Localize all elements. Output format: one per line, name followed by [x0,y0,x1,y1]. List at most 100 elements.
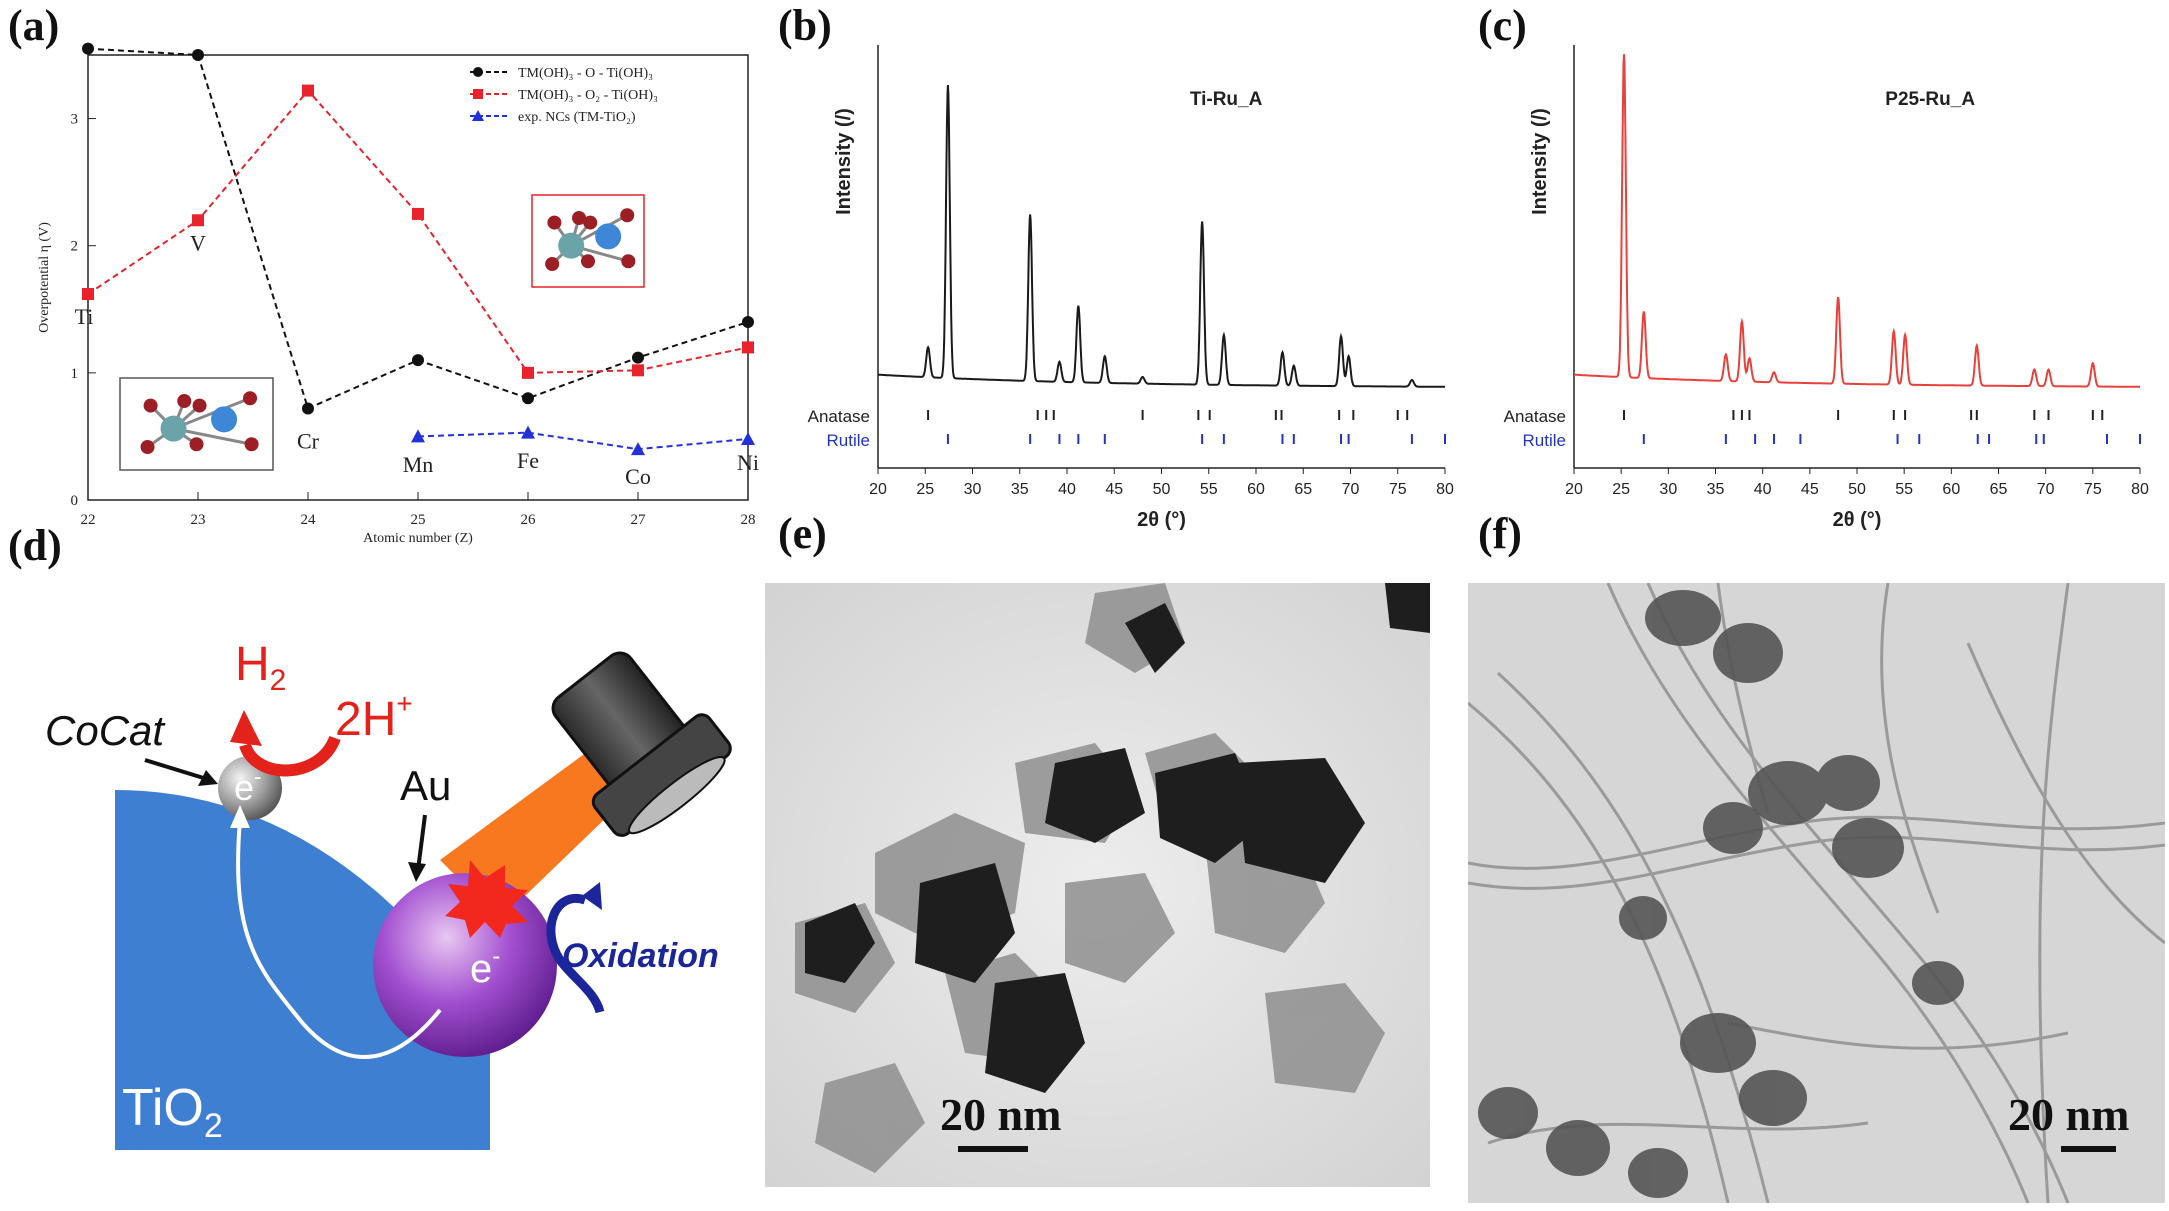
element-label: V [190,230,206,255]
au-pointer [416,814,427,871]
element-label: Ni [737,450,759,475]
x-tick-label-a: 26 [521,512,537,528]
panel-label-c: (c) [1478,1,1527,50]
x-tick-label-a: 23 [191,512,206,528]
x-axis-label-c: 2θ (°) [1833,509,1882,531]
data-point-a [412,207,424,220]
y-axis-label-b: Intensity (/) [833,108,855,215]
tio2-label: TiO2 [122,1079,223,1145]
x-tick-label-b: 65 [1294,481,1312,498]
legend-marker-a [473,89,483,99]
y-tick-label-a: 2 [71,239,79,255]
data-point-a [411,429,425,443]
x-axis-label-a: Atomic number (Z) [363,531,473,546]
y-tick-label-a: 3 [71,112,79,128]
x-tick-label-a: 25 [411,512,426,528]
photocatalysis-schematic: H2 2H+ CoCat Au e- e- Oxidation TiO2 [45,638,732,1150]
data-point-a [521,425,535,439]
legend-label-a: TM(OH)₃ - O - Ti(OH)₃ [518,66,653,81]
x-tick-label-c: 35 [1707,481,1725,498]
x-tick-label-b: 25 [916,481,934,498]
x-tick-label-b: 80 [1436,481,1454,498]
oxygen-atom [140,440,155,454]
x-tick-label-c: 75 [2084,481,2102,498]
x-tick-label-c: 65 [1990,481,2008,498]
x-tick-label-b: 45 [1105,481,1123,498]
y-axis-label-c: Intensity (/) [1529,108,1551,215]
x-tick-label-b: 70 [1342,481,1360,498]
x-tick-label-b: 35 [1011,481,1029,498]
metal-atom [211,406,238,433]
metal-atom [160,415,187,442]
element-label: Ti [75,304,94,329]
oxygen-atom [192,398,207,413]
oxygen-atom [581,254,595,269]
oxygen-atom [143,398,158,413]
data-point-a [412,354,424,367]
chart-c: 20 25 30 35 40 45 50 55 60 65 70 75 80 2θ (°) Intensit… [1504,45,2149,531]
molecule-bond [172,396,251,430]
element-label: Cr [297,428,320,453]
x-tick-label-b: 55 [1200,481,1218,498]
x-tick-label-c: 70 [2037,481,2055,498]
x-tick-label-c: 55 [1895,481,1913,498]
h2-label: H2 [235,638,286,697]
y-axis-label-a: Overpotential η (V) [37,222,52,333]
y-tick-label-a: 0 [71,493,79,509]
oxygen-atom [620,208,635,223]
data-point-a [302,402,314,415]
element-label: Fe [517,448,539,473]
electron-path-arrowhead [230,805,250,828]
x-tick-label-b: 50 [1153,481,1171,498]
xrd-pattern-b [878,85,1445,388]
anatase-label-c: Anatase [1504,407,1566,426]
x-tick-label-b: 20 [869,481,887,498]
rutile-label-c: Rutile [1523,431,1566,450]
rutile-label-b: Rutile [827,431,870,450]
molecule-bond [173,427,252,446]
x-tick-label-c: 25 [1612,481,1630,498]
chart-b: 20 25 30 35 40 45 50 55 60 65 70 75 80 2θ (°) Intensit… [808,45,1454,531]
legend-marker-a [472,110,484,121]
tem-image-f: 20 nm [1468,583,2165,1203]
data-point-a [631,442,645,456]
x-tick-label-b: 30 [964,481,982,498]
oxygen-atom [572,211,587,225]
panel-label-e: (e) [778,509,827,558]
tem-nanotubes-f [1468,583,2165,1203]
light-beam [440,735,640,920]
oxygen-atom [547,215,562,230]
legend-label-a: TM(OH)₃ - O₂ - Ti(OH)₃ [518,88,658,103]
oxygen-atom [621,254,636,269]
x-tick-label-c: 20 [1565,481,1583,498]
oxidation-arrow [546,893,605,1014]
chart-title-b: Ti-Ru_A [1190,89,1263,110]
series-line-a-1 [87,89,749,374]
data-point-a [302,84,314,97]
tem-particles-e [765,583,1430,1187]
scale-bar-e [958,1146,1028,1152]
data-point-a [742,341,754,354]
oxygen-atom [583,215,598,230]
data-point-a [82,42,94,55]
element-label: Co [625,464,651,489]
data-point-a [632,351,644,364]
data-point-a [741,431,755,445]
data-point-a [522,366,534,379]
legend-label-a: exp. NCs (TM-TiO₂) [518,110,636,125]
x-tick-label-c: 80 [2131,481,2149,498]
x-tick-label-a: 22 [81,512,96,528]
x-tick-label-b: 75 [1389,481,1407,498]
panel-label-d: (d) [8,521,62,570]
xrd-pattern-c [1574,54,2140,388]
panel-label-b: (b) [778,1,832,50]
element-label: Mn [403,452,434,477]
data-point-a [632,364,644,377]
oxidation-label: Oxidation [562,937,719,975]
legend-marker-a [473,67,483,77]
x-tick-label-c: 30 [1659,481,1677,498]
x-tick-label-b: 40 [1058,481,1076,498]
tio2-particle [115,790,490,1150]
panel-label-a: (a) [8,1,60,50]
